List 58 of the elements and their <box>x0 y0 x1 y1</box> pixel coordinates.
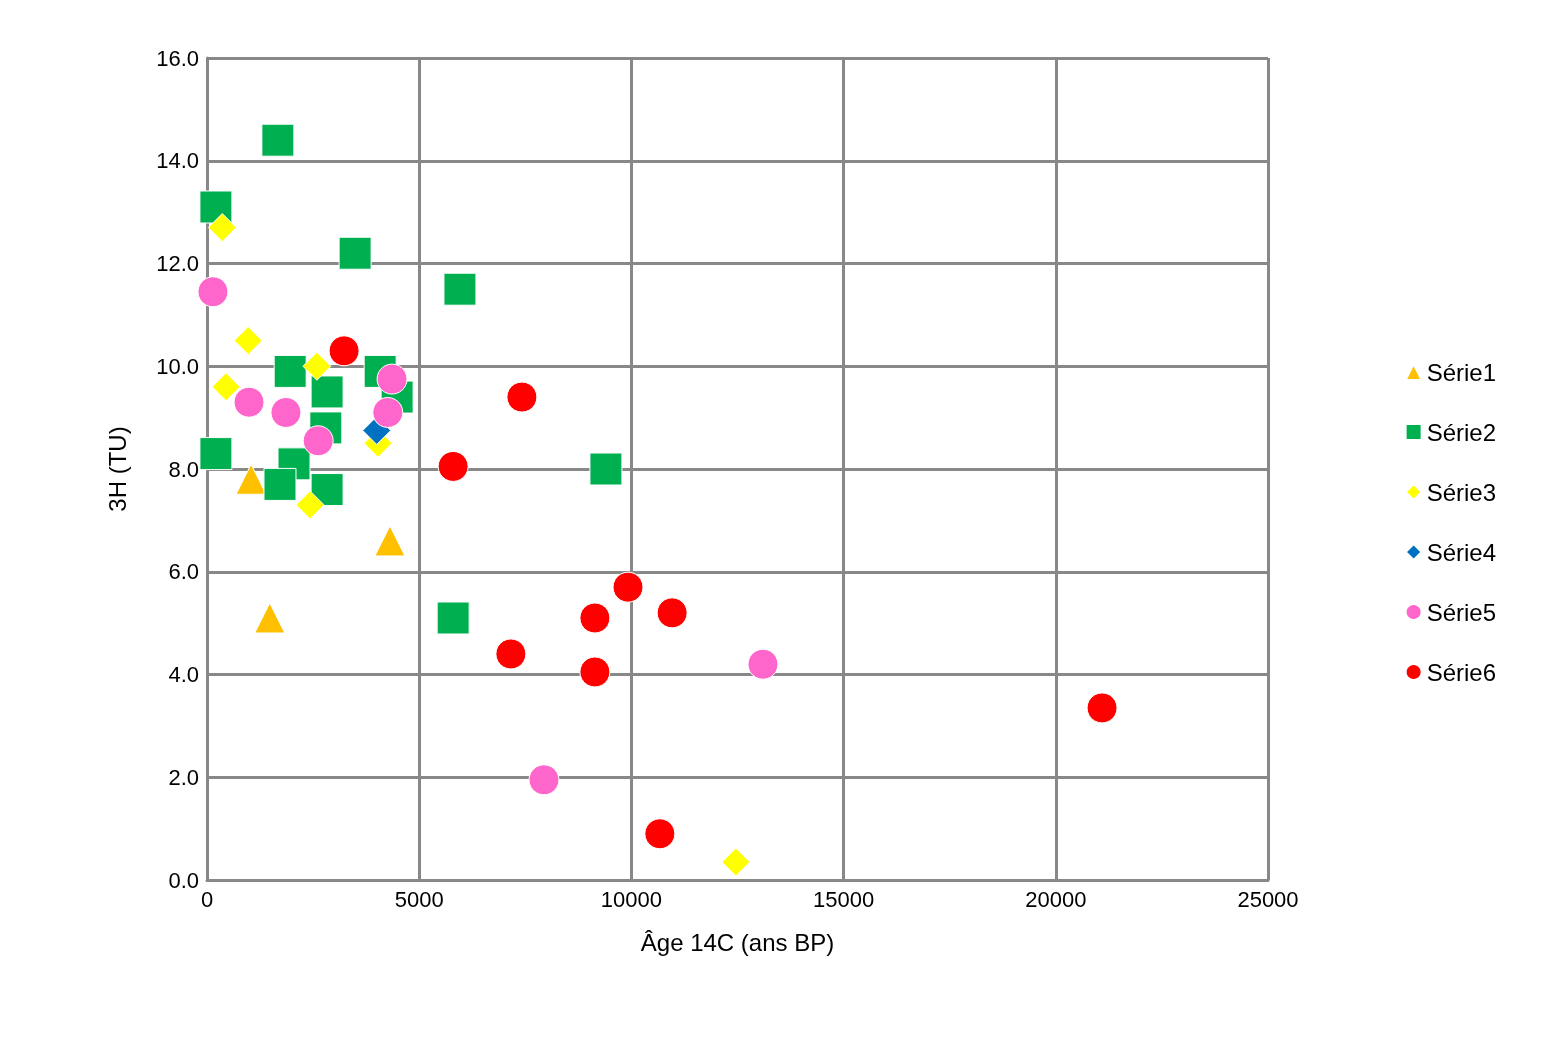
point <box>310 375 344 409</box>
y-tick-label: 14.0 <box>156 148 199 174</box>
point <box>254 602 286 634</box>
point <box>1086 692 1118 724</box>
y-tick-label: 10.0 <box>156 353 199 379</box>
y-tick-label: 6.0 <box>168 559 199 585</box>
x-tick-label: 25000 <box>1237 886 1299 912</box>
legend-label: Série4 <box>1426 538 1496 566</box>
point <box>528 764 560 796</box>
y-tick-label: 2.0 <box>168 764 199 790</box>
point <box>211 372 241 402</box>
legend-label: Série5 <box>1426 598 1496 626</box>
x-tick-label: 5000 <box>394 886 444 912</box>
point <box>495 638 527 670</box>
point <box>295 490 325 520</box>
y-tick-label: 16.0 <box>156 45 199 71</box>
point <box>656 597 688 629</box>
y-tick-label: 12.0 <box>156 251 199 276</box>
point <box>374 525 406 557</box>
point <box>302 425 334 457</box>
legend-label: Série3 <box>1426 478 1496 506</box>
x-tick-label: 15000 <box>813 886 875 912</box>
y-tick-label: 4.0 <box>168 662 199 687</box>
point <box>233 326 263 356</box>
point <box>328 335 360 367</box>
point <box>302 351 332 381</box>
point <box>721 847 751 877</box>
point <box>372 396 404 428</box>
point <box>579 602 611 634</box>
y-axis-title: 3H (TU) <box>103 426 131 512</box>
legend-label: Série1 <box>1426 358 1496 386</box>
point <box>207 213 237 243</box>
legend-label: Série6 <box>1426 658 1496 686</box>
y-tick-label: 0.0 <box>168 867 199 893</box>
point <box>589 452 623 486</box>
point <box>261 123 295 157</box>
x-tick-label: 0 <box>200 886 214 912</box>
point <box>506 381 538 413</box>
point <box>263 467 297 501</box>
point <box>197 276 229 308</box>
point <box>443 272 477 306</box>
point <box>376 363 408 395</box>
point <box>437 450 469 482</box>
point <box>233 386 265 418</box>
x-tick-label: 20000 <box>1025 886 1087 912</box>
legend-label: Série2 <box>1426 418 1496 446</box>
y-tick-label: 8.0 <box>168 456 199 482</box>
x-tick-label: 10000 <box>600 886 662 912</box>
point <box>644 818 676 850</box>
point <box>273 354 307 388</box>
point <box>579 656 611 688</box>
x-axis-title: Âge 14C (ans BP) <box>640 928 835 956</box>
point <box>612 571 644 603</box>
point <box>436 601 470 635</box>
point <box>747 648 779 680</box>
point <box>338 236 372 270</box>
point <box>199 437 233 471</box>
point <box>270 396 302 428</box>
